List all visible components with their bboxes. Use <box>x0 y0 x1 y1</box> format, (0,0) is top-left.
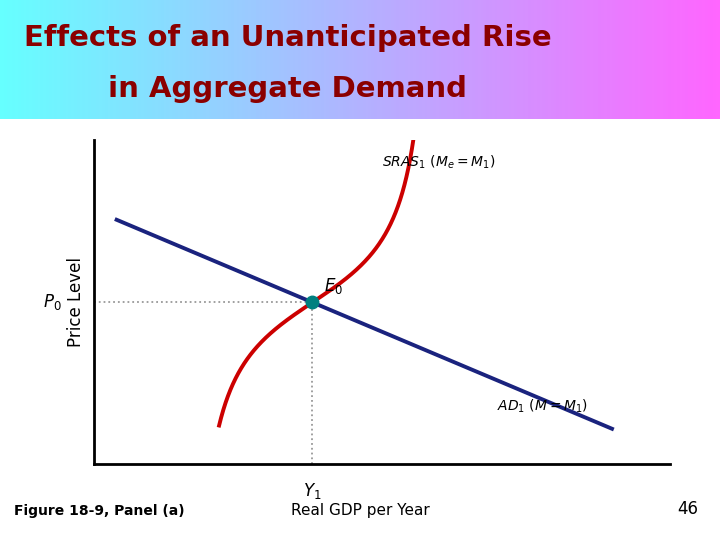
Text: $E_0$: $E_0$ <box>324 276 343 296</box>
Text: in Aggregate Demand: in Aggregate Demand <box>109 75 467 103</box>
Text: $AD_1\ (M = M_1)$: $AD_1\ (M = M_1)$ <box>497 397 588 415</box>
Text: 46: 46 <box>678 501 698 518</box>
Text: Effects of an Unanticipated Rise: Effects of an Unanticipated Rise <box>24 24 552 52</box>
Text: Figure 18-9, Panel (a): Figure 18-9, Panel (a) <box>14 504 185 518</box>
Text: Real GDP per Year: Real GDP per Year <box>291 503 429 518</box>
Y-axis label: Price Level: Price Level <box>67 258 85 347</box>
Text: $P_0$: $P_0$ <box>43 292 62 313</box>
Text: $Y_1$: $Y_1$ <box>303 481 322 501</box>
Text: $SRAS_1\ (M_e = M_1)$: $SRAS_1\ (M_e = M_1)$ <box>382 153 495 171</box>
